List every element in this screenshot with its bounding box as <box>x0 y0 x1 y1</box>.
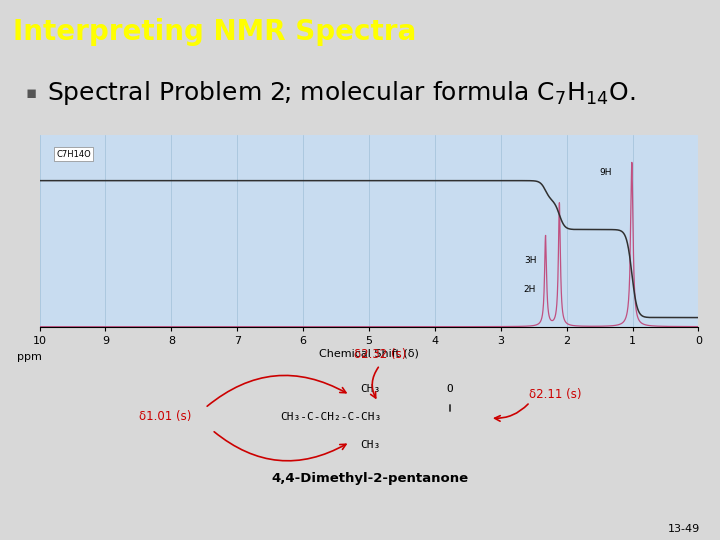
Text: 3H: 3H <box>524 256 536 265</box>
Text: CH₃: CH₃ <box>360 384 380 394</box>
Text: CH₃-C-CH₂-C-CH₃: CH₃-C-CH₂-C-CH₃ <box>280 412 382 422</box>
Text: Spectral Problem 2; molecular formula $\mathregular{C_7H_{14}O}$.: Spectral Problem 2; molecular formula $\… <box>47 79 635 107</box>
Text: ▪: ▪ <box>25 84 37 102</box>
Text: 2H: 2H <box>524 285 536 294</box>
Text: Interpreting NMR Spectra: Interpreting NMR Spectra <box>13 18 416 46</box>
Text: 9H: 9H <box>600 168 612 177</box>
X-axis label: Chemical Shift (δ): Chemical Shift (δ) <box>319 348 419 359</box>
Text: δ2.32 (s): δ2.32 (s) <box>354 348 406 361</box>
Text: 13-49: 13-49 <box>667 524 700 534</box>
Text: 4,4-Dimethyl-2-pentanone: 4,4-Dimethyl-2-pentanone <box>271 472 469 485</box>
Text: δ1.01 (s): δ1.01 (s) <box>139 410 192 423</box>
Text: O: O <box>446 384 454 394</box>
Text: C7H14O: C7H14O <box>56 150 91 159</box>
Text: CH₃: CH₃ <box>360 440 380 450</box>
Text: ppm: ppm <box>17 352 42 362</box>
Text: δ2.11 (s): δ2.11 (s) <box>528 388 581 401</box>
